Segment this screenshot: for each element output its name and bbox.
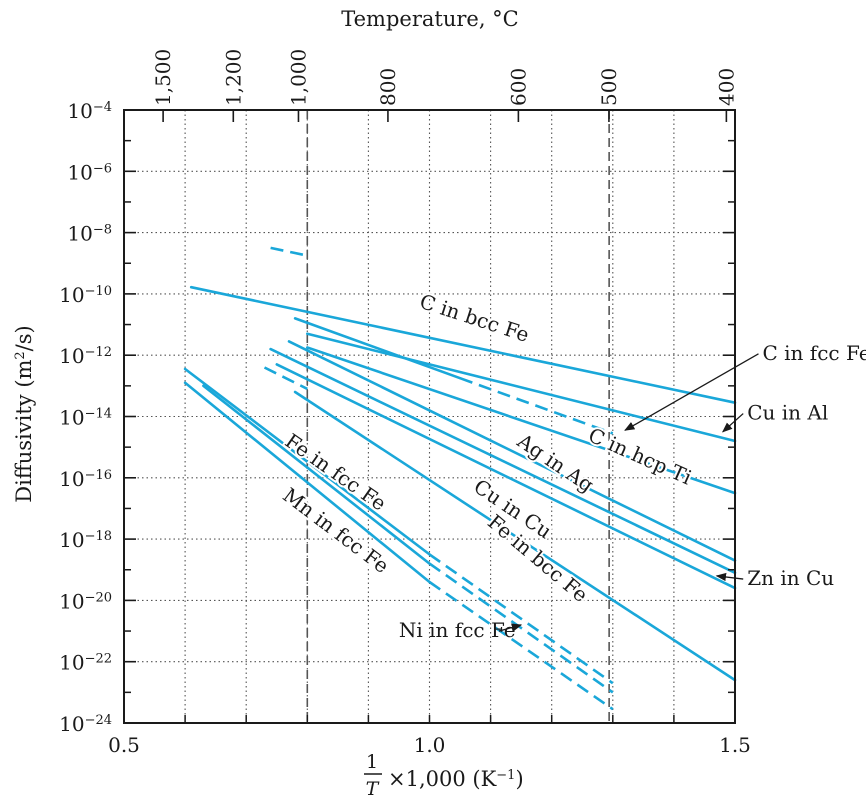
y-tick-base: 10	[59, 712, 84, 736]
series-fe-in-bcc-fe	[293, 390, 737, 682]
label-c-in-fcc-fe: C in fcc Fe	[763, 341, 866, 365]
annotation-arrow	[722, 413, 744, 433]
axis-ticks	[124, 109, 735, 724]
x-tick-labels: 0.5 1.0 1.5	[108, 733, 751, 757]
series-line-solid	[189, 285, 737, 405]
y-tick-exponent: −8	[93, 222, 112, 237]
x-tick-label: 1.0	[414, 733, 446, 757]
series-line-solid	[269, 347, 737, 575]
y-axis-title: Diffusivity (m2/s)	[12, 325, 36, 502]
series-line-dashed	[428, 580, 614, 711]
y-tick-label: 10−10	[59, 283, 112, 307]
series-cu-in-al	[270, 246, 737, 443]
y-tick-label: 10−20	[59, 589, 112, 613]
series-line-solid	[202, 384, 431, 565]
series-c-in-hcp-ti	[263, 346, 737, 495]
reference-lines	[306, 110, 610, 723]
top-tick-label: 400	[714, 68, 738, 106]
y-tick-exponent: −16	[85, 467, 112, 482]
x-axis-fraction-denominator: T	[366, 778, 380, 800]
y-tick-label: 10−14	[59, 406, 112, 430]
top-tick-label: 1,200	[221, 49, 245, 106]
series-line-dashed	[263, 366, 308, 391]
series-line-solid	[293, 317, 462, 380]
series-line-solid	[293, 390, 737, 682]
series-line-solid	[183, 367, 431, 556]
y-tick-base: 10	[59, 406, 84, 430]
y-tick-exponent: −4	[93, 100, 112, 115]
y-tick-label: 10−24	[59, 712, 112, 736]
x-tick-label: 1.5	[719, 733, 751, 757]
y-tick-base: 10	[67, 160, 92, 184]
label-c-in-hcp-ti: C in hcp Ti	[585, 423, 696, 490]
y-tick-exponent: −14	[85, 406, 112, 421]
y-tick-base: 10	[59, 283, 84, 307]
y-tick-base: 10	[67, 222, 92, 246]
y-tick-label: 10−12	[59, 344, 112, 368]
series-line-solid	[275, 363, 737, 590]
y-tick-exponent: −12	[85, 345, 112, 360]
series-c-in-fcc-fe	[293, 317, 614, 435]
series-fe-in-fcc-fe	[183, 367, 614, 685]
series-cu-in-cu	[275, 363, 737, 590]
y-tick-base: 10	[59, 467, 84, 491]
label-cu-in-al: Cu in Al	[747, 401, 828, 425]
series-line-solid	[305, 346, 737, 495]
label-ni-in-fcc-fe: Ni in fcc Fe	[399, 618, 516, 642]
series-zn-in-cu	[287, 340, 737, 562]
top-tick-label: 800	[376, 68, 400, 106]
series-line-dashed	[459, 376, 614, 435]
y-tick-exponent: −6	[93, 161, 112, 176]
y-tick-label: 10−16	[59, 467, 112, 491]
top-tick-label: 1,000	[286, 49, 310, 106]
x-axis-title: 1 T ×1,000 (K−1)	[364, 751, 524, 800]
series-ni-in-fcc-fe	[183, 381, 614, 711]
series-line-solid	[183, 381, 431, 584]
annotation-arrow	[624, 353, 759, 431]
label-zn-in-cu: Zn in Cu	[747, 566, 834, 590]
series-line-solid	[287, 340, 737, 562]
y-tick-base: 10	[59, 589, 84, 613]
y-tick-exponent: −24	[85, 713, 112, 728]
y-tick-base: 10	[59, 528, 84, 552]
series-line-dashed	[270, 246, 308, 257]
x-tick-label: 0.5	[108, 733, 140, 757]
y-tick-base: 10	[59, 651, 84, 675]
annotation-arrow	[498, 623, 523, 632]
top-axis-title: Temperature, °C	[341, 7, 519, 31]
series-c-in-bcc-fe	[189, 285, 737, 405]
y-tick-label: 10−18	[59, 528, 112, 552]
annotation-arrow	[715, 572, 744, 582]
series-line-solid	[305, 332, 737, 443]
y-tick-label: 10−6	[67, 160, 112, 184]
series-line-dashed	[428, 553, 614, 685]
x-axis-fraction-numerator: 1	[366, 751, 378, 773]
series-lines	[183, 246, 737, 711]
y-tick-exponent: −18	[85, 529, 112, 544]
y-tick-exponent: −22	[85, 651, 112, 666]
y-tick-labels: 10−410−610−810−1010−1210−1410−1610−1810−…	[59, 99, 112, 736]
y-tick-label: 10−22	[59, 651, 112, 675]
y-tick-base: 10	[59, 344, 84, 368]
y-tick-exponent: −10	[85, 283, 112, 298]
y-tick-exponent: −20	[85, 590, 112, 605]
top-temperature-tick-labels: 1,500 1,200 1,000 800 600 500 400	[151, 49, 738, 106]
top-tick-label: 1,500	[151, 49, 175, 106]
y-tick-base: 10	[67, 99, 92, 123]
y-tick-label: 10−4	[67, 99, 112, 123]
series-ag-in-ag	[269, 347, 737, 575]
x-axis-title-text: ×1,000 (K−1)	[388, 767, 524, 791]
y-tick-label: 10−8	[67, 222, 112, 246]
top-tick-label: 500	[597, 68, 621, 106]
top-tick-label: 600	[506, 68, 530, 106]
